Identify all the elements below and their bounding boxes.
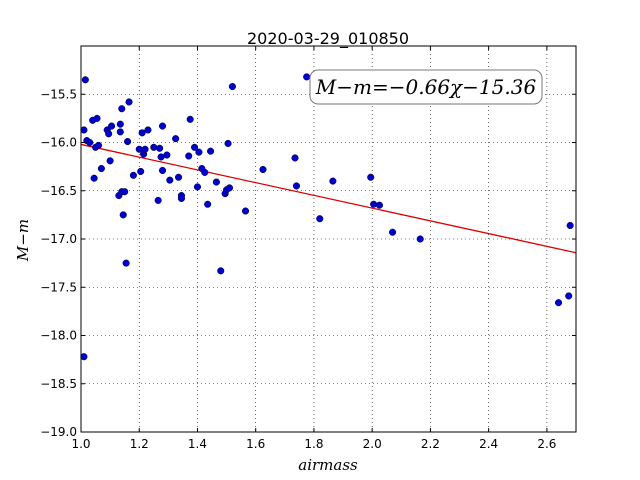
data-point (150, 143, 158, 151)
data-point (217, 267, 225, 275)
data-point (144, 126, 152, 134)
y-tick-label: −18.5 (40, 377, 77, 391)
data-point (303, 73, 311, 81)
data-point (367, 173, 375, 181)
data-point (228, 82, 236, 91)
data-point (138, 129, 146, 137)
fit-line-group (80, 143, 577, 254)
data-point (118, 105, 126, 113)
y-tick-label: −16.5 (40, 184, 77, 198)
data-point (201, 168, 209, 176)
x-axis-label: airmass (298, 456, 358, 474)
fit-equation: M−m=−0.66χ−15.36 (315, 75, 537, 99)
x-tick-label: 1.2 (130, 437, 149, 451)
data-point (121, 188, 129, 196)
x-tick-label: 1.8 (304, 437, 323, 451)
data-points (80, 73, 574, 361)
data-point (80, 353, 88, 361)
y-axis-label: M−m (14, 219, 32, 262)
data-point (106, 157, 114, 165)
x-tick-label: 1.0 (71, 437, 90, 451)
data-point (124, 137, 132, 146)
data-point (80, 126, 88, 134)
data-point (259, 165, 267, 174)
data-point (292, 182, 301, 190)
data-point (81, 76, 89, 84)
y-tick-label: −15.5 (40, 87, 77, 101)
data-point (172, 135, 180, 143)
data-point (97, 165, 105, 173)
data-point (207, 147, 215, 155)
chart-title: 2020-03-29_010850 (247, 29, 409, 49)
data-point (90, 174, 98, 182)
x-tick-label: 1.4 (188, 437, 207, 451)
data-point (370, 200, 378, 208)
data-point (119, 211, 127, 219)
data-point (375, 201, 384, 209)
y-tick-label: −19.0 (40, 425, 77, 439)
data-point (158, 166, 167, 175)
data-point (158, 122, 167, 130)
x-tick-label: 2.6 (537, 437, 556, 451)
data-point (129, 171, 137, 179)
data-point (389, 228, 397, 236)
data-point (174, 173, 183, 181)
data-point (137, 167, 145, 175)
data-point (241, 207, 250, 215)
y-tick-label: −17.5 (40, 280, 77, 294)
data-point (105, 130, 113, 138)
data-point (177, 194, 186, 203)
data-point (566, 221, 574, 230)
data-point (291, 154, 299, 162)
data-point (195, 148, 203, 156)
data-point (86, 138, 94, 147)
data-point (154, 196, 162, 204)
data-point (225, 184, 234, 192)
fit-line (80, 143, 577, 254)
data-point (141, 145, 149, 153)
data-point (191, 143, 199, 151)
data-point (416, 235, 424, 243)
data-point (163, 151, 171, 159)
x-tick-label: 2.4 (479, 437, 498, 451)
data-point (93, 114, 101, 122)
data-point (156, 144, 164, 152)
annotation-box: M−m=−0.66χ−15.36 (309, 69, 543, 105)
data-point (122, 259, 130, 267)
data-point (224, 139, 232, 148)
data-point (185, 152, 193, 160)
x-tick-label: 1.6 (246, 437, 265, 451)
ticks: 1.0 1.2 1.4 1.6 1.8 2.0 2.2 2.4 2.6 −15.5 −16.0 −16… (40, 46, 576, 451)
data-point (116, 120, 124, 128)
data-point (212, 178, 220, 186)
data-point (166, 176, 174, 184)
data-point (125, 98, 133, 106)
y-tick-label: −17.0 (40, 232, 77, 246)
x-tick-label: 2.0 (363, 437, 382, 451)
data-point (316, 215, 324, 223)
data-point (116, 128, 124, 136)
x-tick-label: 2.2 (421, 437, 440, 451)
data-point (554, 299, 563, 307)
data-point (565, 292, 573, 300)
data-point (108, 122, 116, 130)
y-tick-label: −18.0 (40, 329, 77, 343)
data-point (193, 183, 202, 191)
annotation-frame (309, 69, 543, 105)
y-tick-label: −16.0 (40, 136, 77, 150)
data-point (94, 141, 103, 149)
data-point (186, 115, 194, 123)
data-point (329, 177, 337, 185)
data-point (204, 200, 212, 208)
